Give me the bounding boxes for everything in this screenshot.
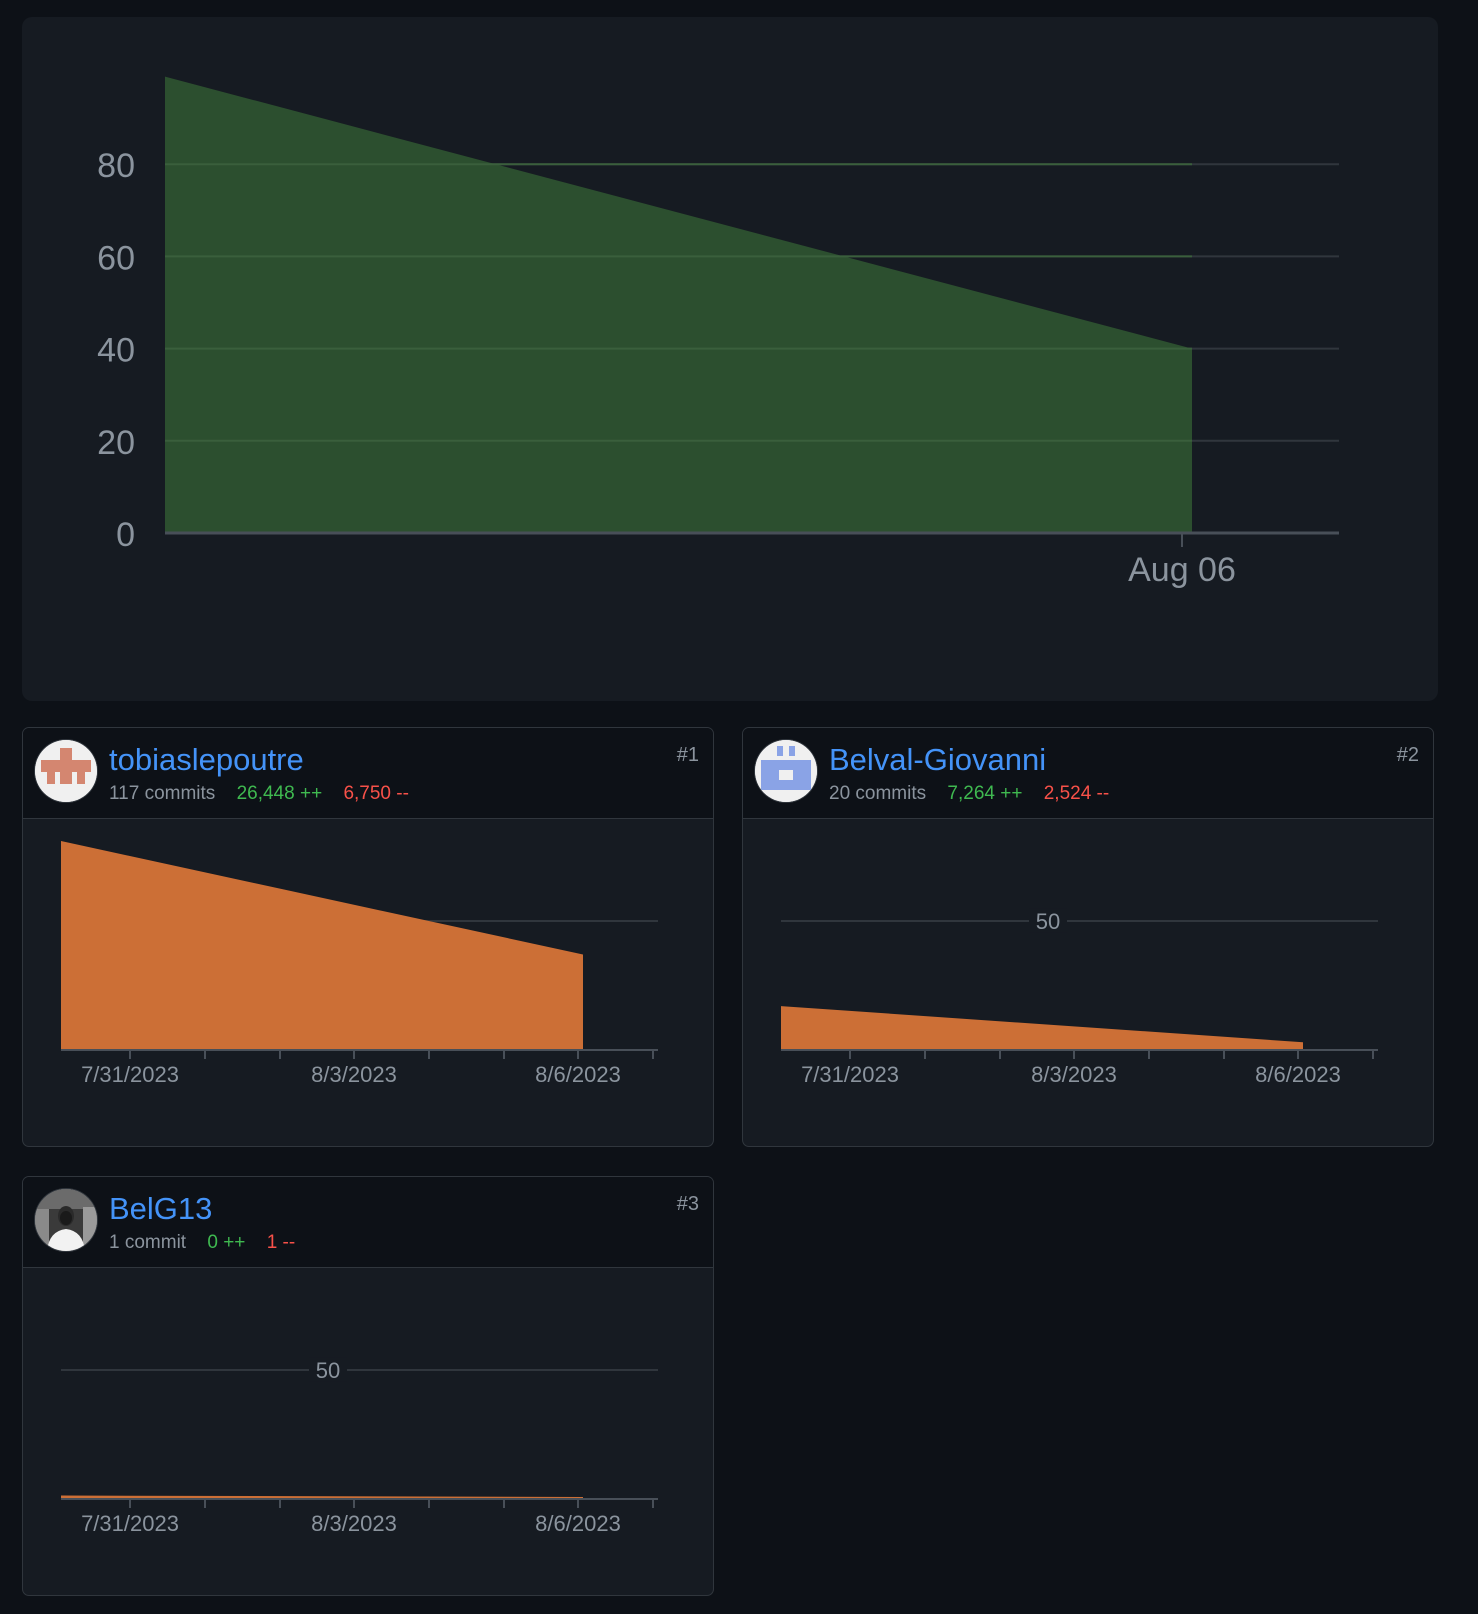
additions-count: 26,448 ++	[236, 783, 323, 804]
x-tick-label: Aug 06	[1128, 551, 1236, 589]
identicon-blue-icon[interactable]	[755, 740, 817, 802]
x-tick-label: 8/6/2023	[535, 1511, 621, 1536]
y-tick-label: 40	[97, 332, 135, 370]
y-tick-label: 50	[1036, 909, 1060, 934]
y-tick-label-bg	[1029, 908, 1067, 933]
x-tick-label: 8/6/2023	[535, 1062, 621, 1087]
area-series	[61, 841, 583, 1050]
contributor-card-header: tobiaslepoutre 117 commits 26,448 ++ 6,7…	[23, 728, 713, 819]
x-tick-label: 8/3/2023	[1031, 1062, 1117, 1087]
additions-count: 7,264 ++	[947, 783, 1023, 804]
y-tick-label: 80	[97, 147, 135, 185]
contributor-area-chart: 7/31/2023 8/3/2023 8/6/2023	[61, 841, 658, 1087]
y-tick-label: 0	[116, 516, 135, 554]
commit-count[interactable]: 1 commit	[109, 1232, 187, 1253]
contributor-card-header: BelG13 1 commit 0 ++ 1 -- #3	[23, 1177, 713, 1268]
user-photo-icon[interactable]	[35, 1189, 97, 1251]
commits-over-time-panel: 0 20 40 60 80 Aug 06	[22, 17, 1438, 701]
contributor-area-chart: 50 7/31/2023 8/3/2023 8/6/2023	[781, 908, 1378, 1087]
contributor-card-2: Belval-Giovanni 20 commits 7,264 ++ 2,52…	[742, 727, 1434, 1147]
y-tick-label: 60	[97, 239, 135, 277]
x-tick-label: 7/31/2023	[81, 1062, 179, 1087]
contributor-stats: 117 commits 26,448 ++ 6,750 --	[109, 783, 425, 805]
contributor-card-header: Belval-Giovanni 20 commits 7,264 ++ 2,52…	[743, 728, 1433, 819]
contributor-stats: 20 commits 7,264 ++ 2,524 --	[829, 783, 1125, 805]
identicon-red-icon[interactable]	[35, 740, 97, 802]
contributor-login-link[interactable]: tobiaslepoutre	[109, 742, 304, 777]
contributor-stats: 1 commit 0 ++ 1 --	[109, 1232, 311, 1254]
contributor-card-3: BelG13 1 commit 0 ++ 1 -- #3 50 7/31/2023…	[22, 1176, 714, 1596]
additions-count: 0 ++	[207, 1232, 246, 1253]
contributor-card-1: tobiaslepoutre 117 commits 26,448 ++ 6,7…	[22, 727, 714, 1147]
contributor-login-link[interactable]: Belval-Giovanni	[829, 742, 1047, 777]
contributor-rank: #3	[676, 1193, 699, 1215]
x-tick-label: 7/31/2023	[81, 1511, 179, 1536]
contributor-rank: #1	[676, 744, 699, 766]
y-tick-label: 20	[97, 424, 135, 462]
area-series	[781, 1006, 1303, 1050]
x-tick-label: 7/31/2023	[801, 1062, 899, 1087]
contributor-rank: #2	[1396, 744, 1419, 766]
deletions-count: 1 --	[266, 1232, 296, 1253]
x-tick-label: 8/6/2023	[1255, 1062, 1341, 1087]
area-series	[165, 76, 1192, 534]
x-tick-label: 8/3/2023	[311, 1062, 397, 1087]
x-tick-label: 8/3/2023	[311, 1511, 397, 1536]
y-tick-label: 50	[316, 1358, 340, 1383]
deletions-count: 6,750 --	[343, 783, 409, 804]
contributor-area-chart: 50 7/31/2023 8/3/2023 8/6/2023	[60, 1357, 658, 1536]
deletions-count: 2,524 --	[1043, 783, 1110, 804]
commits-area-chart: 0 20 40 60 80 Aug 06	[97, 76, 1339, 589]
commit-count[interactable]: 20 commits	[829, 783, 927, 804]
y-tick-label-bg	[309, 1357, 347, 1382]
contributor-login-link[interactable]: BelG13	[109, 1191, 213, 1226]
commit-count[interactable]: 117 commits	[109, 783, 216, 804]
